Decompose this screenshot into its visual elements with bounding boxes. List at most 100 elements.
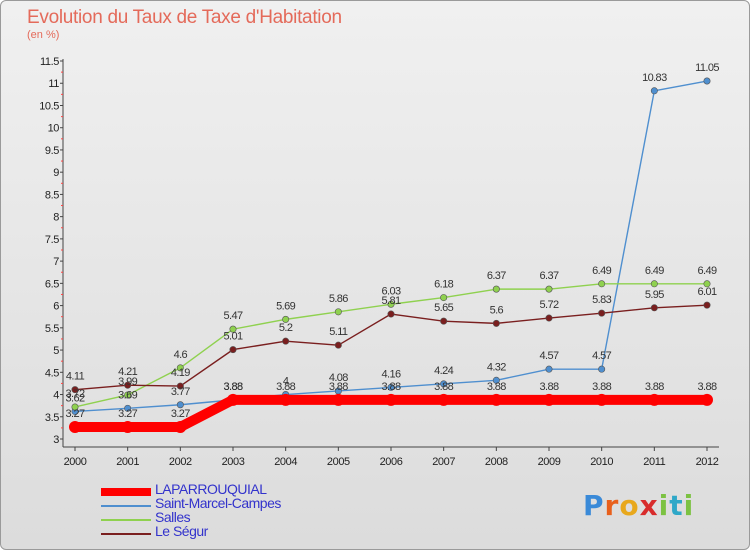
data-label: 4.24 <box>434 365 453 377</box>
data-label: 4.08 <box>329 372 348 384</box>
y-tick-label: 9.5 <box>45 145 59 157</box>
data-point <box>595 393 608 406</box>
y-tick-label: 5.5 <box>45 323 59 335</box>
data-point <box>545 314 553 322</box>
y-tick-label: 4 <box>53 390 59 402</box>
data-point <box>650 304 658 312</box>
y-tick-label: 10.5 <box>39 100 59 112</box>
data-point <box>174 420 187 433</box>
x-tick-label: 2008 <box>485 456 508 468</box>
data-label: 4.32 <box>487 361 506 373</box>
data-label: 5.01 <box>223 331 242 343</box>
data-label: 4.57 <box>592 350 611 362</box>
data-point <box>492 376 500 384</box>
data-label: 3.27 <box>171 408 190 420</box>
data-point <box>124 391 132 399</box>
data-label: 5.6 <box>490 304 504 316</box>
y-tick-label: 8 <box>53 212 59 224</box>
data-label: 3.99 <box>118 376 137 388</box>
data-point <box>492 319 500 327</box>
data-label: 5.81 <box>381 295 400 307</box>
data-point <box>598 365 606 373</box>
data-label: 3.88 <box>223 381 242 393</box>
data-point <box>124 404 132 412</box>
y-tick-label: 4.5 <box>45 367 59 379</box>
series-points <box>69 77 713 433</box>
data-point <box>492 285 500 293</box>
data-point <box>440 294 448 302</box>
x-tick-label: 2004 <box>274 456 297 468</box>
y-tick-label: 11 <box>48 78 59 90</box>
y-tick-label: 8.5 <box>45 189 59 201</box>
data-point <box>598 280 606 288</box>
data-label: 3.88 <box>434 381 453 393</box>
data-point <box>124 381 132 389</box>
data-label: 4.21 <box>118 366 137 378</box>
data-label: 4.16 <box>381 368 400 380</box>
data-point <box>545 365 553 373</box>
data-point <box>701 393 713 406</box>
y-tick-label: 3 <box>53 434 59 446</box>
legend-swatch <box>101 488 151 496</box>
x-tick-label: 2002 <box>169 456 192 468</box>
data-label: 5.86 <box>329 293 348 305</box>
data-point <box>387 383 395 391</box>
data-point <box>176 364 184 372</box>
data-label: 6.37 <box>539 270 558 282</box>
data-label: 5.2 <box>279 322 293 334</box>
data-label: 3.88 <box>223 381 242 393</box>
data-label: 6.49 <box>592 265 611 277</box>
proxiti-logo: Proxiti <box>583 489 694 522</box>
data-label: 4.19 <box>171 367 190 379</box>
data-point <box>121 420 134 433</box>
logo-letter: r <box>604 489 620 522</box>
y-tick-label: 6 <box>53 301 59 313</box>
data-label: 4 <box>283 376 289 388</box>
y-tick-label: 7.5 <box>45 234 59 246</box>
legend-label: Le Ségur <box>155 523 208 539</box>
data-label: 4.11 <box>66 371 85 383</box>
data-label: 4.6 <box>174 349 188 361</box>
data-point <box>490 393 503 406</box>
data-label: 3.27 <box>65 408 84 420</box>
y-tick-label: 5 <box>53 345 59 357</box>
data-label: 6.01 <box>697 286 716 298</box>
data-label: 3.88 <box>329 381 348 393</box>
x-tick-label: 2007 <box>432 456 455 468</box>
x-tick-label: 2003 <box>222 456 245 468</box>
x-tick-label: 2000 <box>64 456 87 468</box>
data-point <box>229 325 237 333</box>
data-label: 3.88 <box>539 381 558 393</box>
data-label: 3.72 <box>65 388 84 400</box>
x-tick-label: 2010 <box>590 456 613 468</box>
data-point <box>545 285 553 293</box>
logo-letter: i <box>658 489 670 522</box>
data-point <box>440 380 448 388</box>
data-label: 3.88 <box>487 381 506 393</box>
x-tick-label: 2006 <box>380 456 403 468</box>
data-label: 3.62 <box>65 392 84 404</box>
data-label: 3.77 <box>171 386 190 398</box>
data-point <box>334 308 342 316</box>
data-label: 4.57 <box>539 350 558 362</box>
data-labels: 3.62 3.69 3.77 3.88 4 4.08 4.16 4.24 4.324.57 4.5… <box>65 62 719 420</box>
data-point <box>227 393 239 406</box>
data-label: 3.88 <box>592 381 611 393</box>
data-label: 6.37 <box>487 270 506 282</box>
data-point <box>385 393 397 406</box>
logo-letter: o <box>619 489 640 522</box>
data-label: 11.05 <box>695 62 719 74</box>
data-label: 5.72 <box>539 299 558 311</box>
data-point <box>387 310 395 318</box>
data-label: 5.65 <box>434 302 453 314</box>
data-point <box>334 341 342 349</box>
data-point <box>703 301 711 309</box>
data-point <box>440 317 448 325</box>
y-tick-label: 10 <box>48 123 60 135</box>
data-label: 6.49 <box>697 265 716 277</box>
logo-letter: i <box>683 489 695 522</box>
logo-letter: t <box>669 489 684 522</box>
data-label: 6.18 <box>434 279 453 291</box>
